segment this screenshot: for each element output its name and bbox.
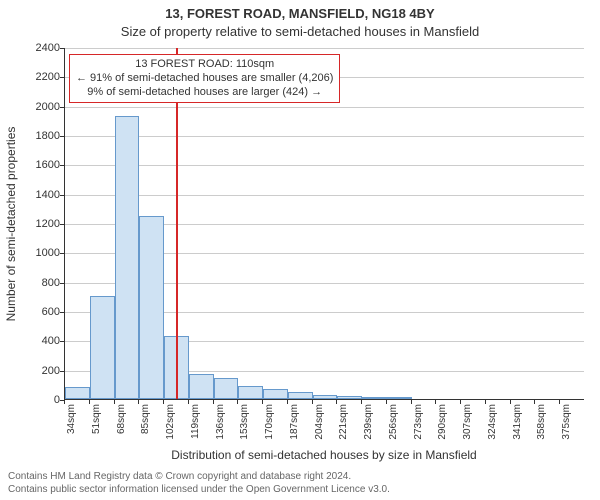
annotation-line: ← 91% of semi-detached houses are smalle…: [76, 72, 333, 86]
chart-root: 13, FOREST ROAD, MANSFIELD, NG18 4BY Siz…: [0, 0, 600, 500]
chart-title-line1: 13, FOREST ROAD, MANSFIELD, NG18 4BY: [0, 6, 600, 21]
x-tick-label: 170sqm: [264, 404, 275, 440]
y-tick-mark: [60, 341, 64, 342]
x-axis-label: Distribution of semi-detached houses by …: [64, 448, 584, 462]
x-tick-mark: [510, 400, 511, 404]
histogram-bar: [189, 374, 214, 399]
x-tick-label: 85sqm: [140, 404, 151, 434]
x-tick-label: 51sqm: [91, 404, 102, 434]
footer-line2: Contains public sector information licen…: [8, 484, 390, 497]
footer-line1: Contains HM Land Registry data © Crown c…: [8, 471, 390, 484]
y-tick-mark: [60, 165, 64, 166]
x-tick-label: 307sqm: [462, 404, 473, 440]
y-tick-mark: [60, 107, 64, 108]
x-tick-mark: [163, 400, 164, 404]
y-tick-mark: [60, 371, 64, 372]
y-tick-label: 2200: [20, 71, 60, 83]
x-tick-label: 290sqm: [437, 404, 448, 440]
x-tick-mark: [386, 400, 387, 404]
y-tick-label: 1600: [20, 159, 60, 171]
histogram-bar: [115, 116, 140, 399]
x-tick-mark: [485, 400, 486, 404]
annotation-line: 9% of semi-detached houses are larger (4…: [76, 86, 333, 100]
histogram-bar: [313, 395, 338, 399]
histogram-bar: [139, 216, 164, 399]
y-tick-label: 2400: [20, 42, 60, 54]
histogram-bar: [238, 386, 263, 399]
y-tick-label: 600: [20, 306, 60, 318]
x-tick-label: 204sqm: [314, 404, 325, 440]
y-tick-label: 1200: [20, 218, 60, 230]
y-tick-label: 800: [20, 277, 60, 289]
y-tick-mark: [60, 77, 64, 78]
x-tick-mark: [213, 400, 214, 404]
gridline: [65, 136, 584, 137]
x-tick-label: 324sqm: [487, 404, 498, 440]
histogram-bar: [214, 378, 239, 399]
y-tick-label: 2000: [20, 101, 60, 113]
y-tick-label: 1800: [20, 130, 60, 142]
gridline: [65, 165, 584, 166]
y-axis-label: Number of semi-detached properties: [4, 127, 18, 322]
x-tick-mark: [188, 400, 189, 404]
y-tick-label: 1000: [20, 247, 60, 259]
plot-area: 13 FOREST ROAD: 110sqm← 91% of semi-deta…: [64, 48, 584, 400]
x-tick-label: 102sqm: [165, 404, 176, 440]
x-tick-label: 358sqm: [536, 404, 547, 440]
y-tick-label: 1400: [20, 189, 60, 201]
y-tick-mark: [60, 312, 64, 313]
x-tick-label: 221sqm: [338, 404, 349, 440]
histogram-bar: [387, 397, 412, 399]
x-tick-label: 136sqm: [215, 404, 226, 440]
chart-title-line2: Size of property relative to semi-detach…: [0, 24, 600, 39]
x-tick-label: 375sqm: [561, 404, 572, 440]
footer-attribution: Contains HM Land Registry data © Crown c…: [8, 471, 390, 496]
y-tick-mark: [60, 136, 64, 137]
histogram-bar: [337, 396, 362, 399]
x-tick-label: 187sqm: [289, 404, 300, 440]
y-tick-label: 200: [20, 365, 60, 377]
x-tick-label: 34sqm: [66, 404, 77, 434]
x-tick-mark: [89, 400, 90, 404]
annotation-line: 13 FOREST ROAD: 110sqm: [76, 58, 333, 72]
y-tick-label: 0: [20, 394, 60, 406]
x-tick-label: 239sqm: [363, 404, 374, 440]
x-tick-label: 119sqm: [190, 404, 201, 439]
x-tick-label: 341sqm: [512, 404, 523, 440]
histogram-bar: [263, 389, 288, 399]
x-tick-mark: [114, 400, 115, 404]
x-tick-mark: [262, 400, 263, 404]
histogram-bar: [362, 397, 387, 399]
gridline: [65, 48, 584, 49]
x-tick-mark: [287, 400, 288, 404]
x-tick-mark: [64, 400, 65, 404]
x-tick-label: 153sqm: [239, 404, 250, 440]
y-tick-mark: [60, 283, 64, 284]
x-tick-mark: [312, 400, 313, 404]
gridline: [65, 195, 584, 196]
histogram-bar: [288, 392, 313, 399]
y-tick-mark: [60, 48, 64, 49]
x-tick-mark: [361, 400, 362, 404]
x-tick-label: 256sqm: [388, 404, 399, 440]
annotation-box: 13 FOREST ROAD: 110sqm← 91% of semi-deta…: [69, 54, 340, 103]
x-tick-mark: [411, 400, 412, 404]
y-tick-mark: [60, 195, 64, 196]
y-tick-mark: [60, 253, 64, 254]
x-tick-label: 68sqm: [116, 404, 127, 434]
y-tick-label: 400: [20, 335, 60, 347]
x-tick-label: 273sqm: [413, 404, 424, 440]
y-tick-mark: [60, 224, 64, 225]
histogram-bar: [65, 387, 90, 399]
histogram-bar: [90, 296, 115, 399]
gridline: [65, 107, 584, 108]
